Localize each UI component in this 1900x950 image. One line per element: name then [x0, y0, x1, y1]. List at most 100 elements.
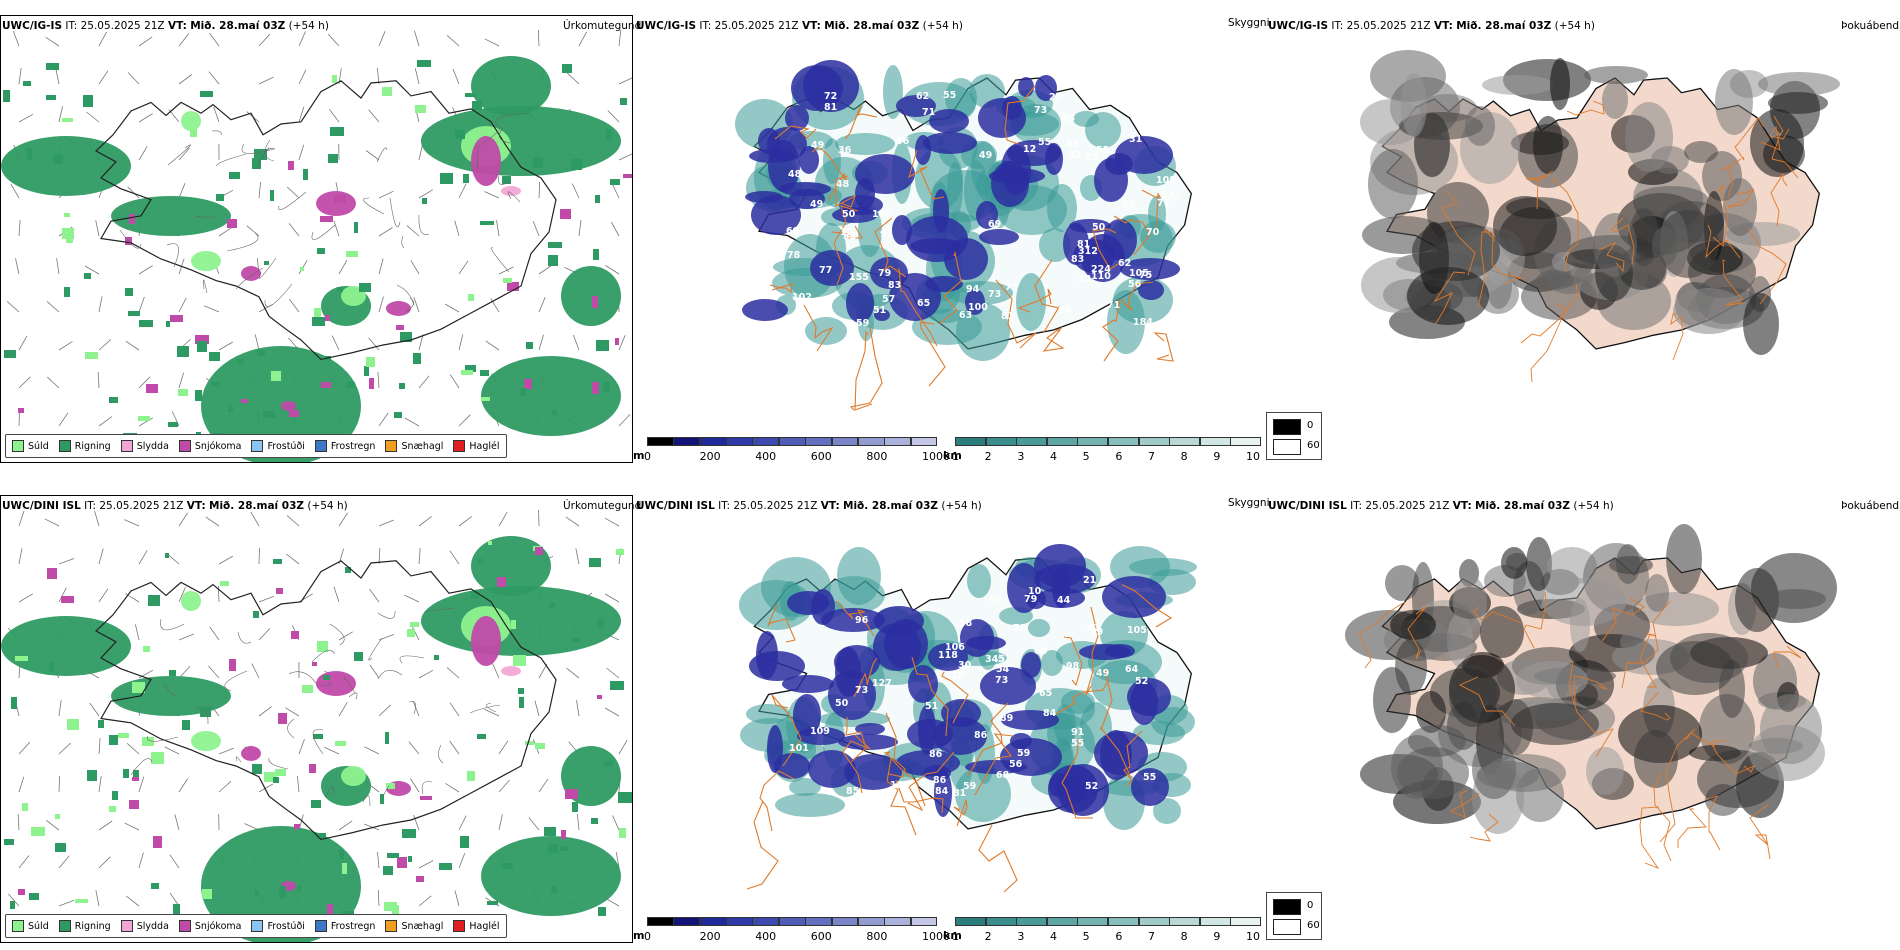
wind-barb — [449, 740, 460, 755]
fog-area — [1407, 267, 1489, 325]
cloud-base-label: 78 — [787, 250, 801, 261]
colorbar-tick: 0 — [644, 930, 651, 943]
precip-cell — [83, 95, 93, 107]
legend-swatch — [385, 920, 398, 932]
wind-barb — [125, 340, 140, 351]
precip-area-drizzle — [181, 591, 201, 611]
wind-barb — [135, 624, 140, 641]
cloud-base-label: 312 — [1078, 246, 1098, 257]
precip-cell — [253, 611, 259, 618]
precip-cell — [128, 311, 140, 316]
colorbar-tick: 9 — [1213, 450, 1221, 463]
wind-barb — [58, 899, 75, 907]
cloud-base-area — [928, 643, 968, 671]
road-line — [1153, 332, 1174, 362]
precip-cell — [525, 741, 534, 745]
terrain-contour — [399, 655, 425, 664]
wind-barb — [45, 36, 60, 47]
fog-area — [1768, 92, 1828, 114]
precip-cell — [297, 886, 301, 891]
visibility-colorbar: km 1 2 3 4 5 6 7 8 9 10 — [943, 437, 1263, 463]
road-line — [1123, 730, 1143, 787]
fog-area — [1368, 149, 1418, 219]
colorbar-segment — [910, 437, 938, 446]
wind-barb — [138, 550, 148, 565]
road-line — [953, 799, 968, 827]
fog-indicator-panel-bottom — [1267, 495, 1900, 943]
fog-area — [1385, 565, 1419, 601]
wind-barb — [95, 220, 100, 237]
cloud-base-label: 43 — [1078, 274, 1091, 285]
wind-barb — [578, 220, 582, 237]
precip-cell — [241, 399, 248, 403]
precip-cell — [146, 384, 158, 393]
fog-legend-label-60: 60 — [1307, 440, 1320, 451]
cloud-base-label: 73 — [1034, 105, 1047, 116]
wind-barb — [288, 223, 300, 237]
terrain-contour — [203, 279, 208, 294]
wind-barb — [458, 516, 473, 527]
road-line — [1102, 298, 1121, 362]
cloud-base-label: 71 — [1107, 300, 1120, 311]
road-line — [1100, 669, 1132, 779]
colorbar-segment — [857, 437, 885, 446]
precip-cell — [399, 383, 405, 389]
precip-cell — [394, 412, 402, 418]
terrain-contour — [319, 681, 332, 687]
wind-barb — [6, 301, 20, 313]
cloud-base-label: 90 — [989, 595, 1003, 606]
cloud-base-area — [1138, 280, 1164, 300]
precip-cell — [461, 370, 473, 375]
wind-barb — [258, 783, 274, 793]
fog-area — [1620, 632, 1644, 652]
cloud-base-label: 26 — [1049, 92, 1063, 103]
wind-barb — [58, 775, 60, 793]
cloud-base-label: 78 — [1013, 623, 1027, 634]
wind-barb — [498, 266, 514, 275]
cloud-base-area — [929, 109, 969, 133]
terrain-contour — [418, 214, 430, 235]
precip-cell — [273, 777, 279, 783]
precip-cell — [229, 659, 236, 671]
road-line — [1621, 600, 1671, 689]
precip-area-rain — [201, 346, 361, 462]
wind-barb — [98, 588, 109, 603]
wind-barb — [18, 855, 30, 869]
road-line — [1677, 808, 1707, 848]
wind-barb — [287, 186, 300, 199]
cloud-base-area — [1018, 77, 1034, 97]
precip-cell — [548, 844, 558, 853]
precip-cell — [142, 737, 154, 746]
cloud-base-label: 101 — [789, 743, 809, 754]
wind-barb — [258, 33, 271, 47]
wind-barb — [178, 74, 193, 85]
terrain-contour — [278, 191, 307, 210]
road-line — [1722, 259, 1746, 306]
cloud-base-label: 110 — [1091, 271, 1111, 282]
road-line — [1449, 789, 1480, 818]
precip-cell — [300, 267, 304, 271]
colorbar-segment — [1230, 437, 1262, 446]
wind-barb — [452, 68, 460, 85]
cloud-base-label: 74 — [1150, 112, 1164, 123]
fog-legend: 0 60 — [1266, 892, 1322, 940]
wind-barb — [378, 31, 386, 47]
precip-cell — [182, 720, 190, 730]
cloud-base-label: 31 — [1129, 134, 1142, 145]
precip-cell — [410, 622, 419, 627]
visibility-area — [789, 778, 821, 796]
wind-barb — [537, 29, 540, 47]
precip-cell — [85, 352, 98, 359]
road-line — [1525, 170, 1554, 210]
colorbar-segment — [1108, 437, 1140, 446]
precip-cell — [302, 685, 313, 693]
wind-barb — [573, 334, 580, 351]
terrain-contour — [491, 247, 510, 273]
legend-label: Rigning — [74, 920, 111, 932]
wind-barb — [208, 71, 220, 85]
cloud-base-area — [821, 608, 885, 632]
legend-item-sleet: Slydda — [120, 440, 169, 452]
road-line — [1749, 803, 1771, 860]
cloud-base-label: 66 — [1066, 139, 1080, 150]
precip-cell — [337, 287, 343, 292]
